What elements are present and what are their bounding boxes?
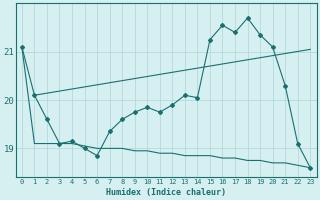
X-axis label: Humidex (Indice chaleur): Humidex (Indice chaleur) (106, 188, 226, 197)
